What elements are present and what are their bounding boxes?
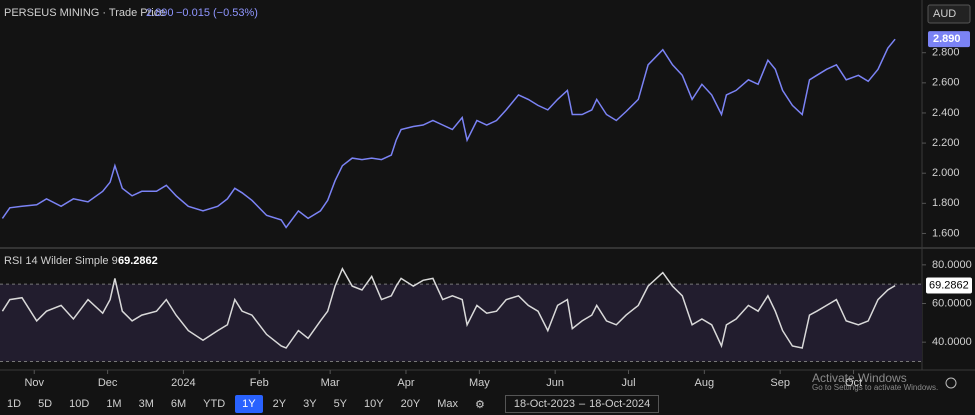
range-button[interactable]: Max <box>437 398 458 410</box>
range-button[interactable]: 6M <box>170 398 187 410</box>
watermark-text: Go to Settings to activate Windows. <box>812 383 938 392</box>
range-button[interactable]: 1M <box>106 398 122 410</box>
chart: PERSEUS MINING · Trade Price 2.890 −0.01… <box>0 0 975 392</box>
y-tick-label: 2.000 <box>932 167 960 179</box>
range-button[interactable]: 20Y <box>400 398 421 410</box>
x-tick-label: Oct <box>845 377 862 389</box>
range-button[interactable]: 5Y <box>333 398 348 410</box>
series-line <box>1 266 896 349</box>
header-change: −0.015 (−0.53%) <box>176 7 258 19</box>
settings-button[interactable]: ⚙ <box>474 398 485 411</box>
y-tick-label: 2.600 <box>932 77 960 89</box>
toolbar: 1D 5D 10D 1M 3M 6M YTD 1Y 2Y 3Y 5Y 10Y 20Y Max ⚙ 18-Oct… <box>0 393 975 415</box>
x-tick-label: Jul <box>621 377 635 389</box>
range-button[interactable]: YTD <box>203 398 226 410</box>
range-button[interactable]: 3M <box>138 398 154 410</box>
x-tick-label: Nov <box>24 377 44 389</box>
x-tick-label: May <box>469 377 490 389</box>
currency-select[interactable] <box>927 4 971 24</box>
series-line <box>1 38 896 229</box>
range-button[interactable]: 3Y <box>303 398 317 410</box>
last-value-label: 2.890 <box>933 33 961 45</box>
y-tick-label: 60.0000 <box>932 297 972 309</box>
range-button[interactable]: 1Y <box>235 395 263 413</box>
x-tick-label: Sep <box>770 377 790 389</box>
chart-title: PERSEUS MINING · Trade Price <box>4 7 165 19</box>
rsi-value: 69.2862 <box>118 255 158 267</box>
x-tick-label: Dec <box>98 377 118 389</box>
header-price: 2.890 <box>146 7 174 19</box>
range-button[interactable]: 10Y <box>364 398 384 410</box>
last-value-badge <box>928 31 970 48</box>
rsi-band <box>0 284 922 362</box>
date-range[interactable]: 18-Oct-2023–18-Oct-2024 <box>504 395 660 413</box>
y-tick-label: 80.0000 <box>932 259 972 271</box>
range-button[interactable]: 2Y <box>272 398 287 410</box>
date-end: 18-Oct-2024 <box>589 398 651 410</box>
rsi-title: RSI 14 Wilder Simple 9 <box>4 255 118 267</box>
last-value-label: 69.2862 <box>929 279 969 291</box>
x-tick-label: Apr <box>397 377 414 389</box>
x-tick-label: Jun <box>546 377 564 389</box>
y-tick-label: 2.800 <box>932 47 960 59</box>
x-tick-label: Mar <box>321 377 340 389</box>
currency-label[interactable]: AUD <box>933 8 956 20</box>
y-tick-label: 1.800 <box>932 197 960 209</box>
range-button[interactable]: 10D <box>69 398 90 410</box>
settings-icon[interactable] <box>945 377 957 389</box>
last-value-badge <box>926 277 972 294</box>
x-tick-label: 2024 <box>171 377 195 389</box>
x-tick-label: Feb <box>250 377 269 389</box>
range-button[interactable]: 1D <box>7 398 22 410</box>
range-button[interactable]: 5D <box>38 398 53 410</box>
watermark-title: Activate Windows <box>812 371 907 385</box>
y-tick-label: 2.200 <box>932 137 960 149</box>
date-start: 18-Oct-2023 <box>513 398 575 410</box>
y-tick-label: 1.600 <box>932 227 960 239</box>
date-separator: – <box>579 398 586 410</box>
x-tick-label: Aug <box>695 377 715 389</box>
y-tick-label: 40.0000 <box>932 336 972 348</box>
y-tick-label: 2.400 <box>932 107 960 119</box>
